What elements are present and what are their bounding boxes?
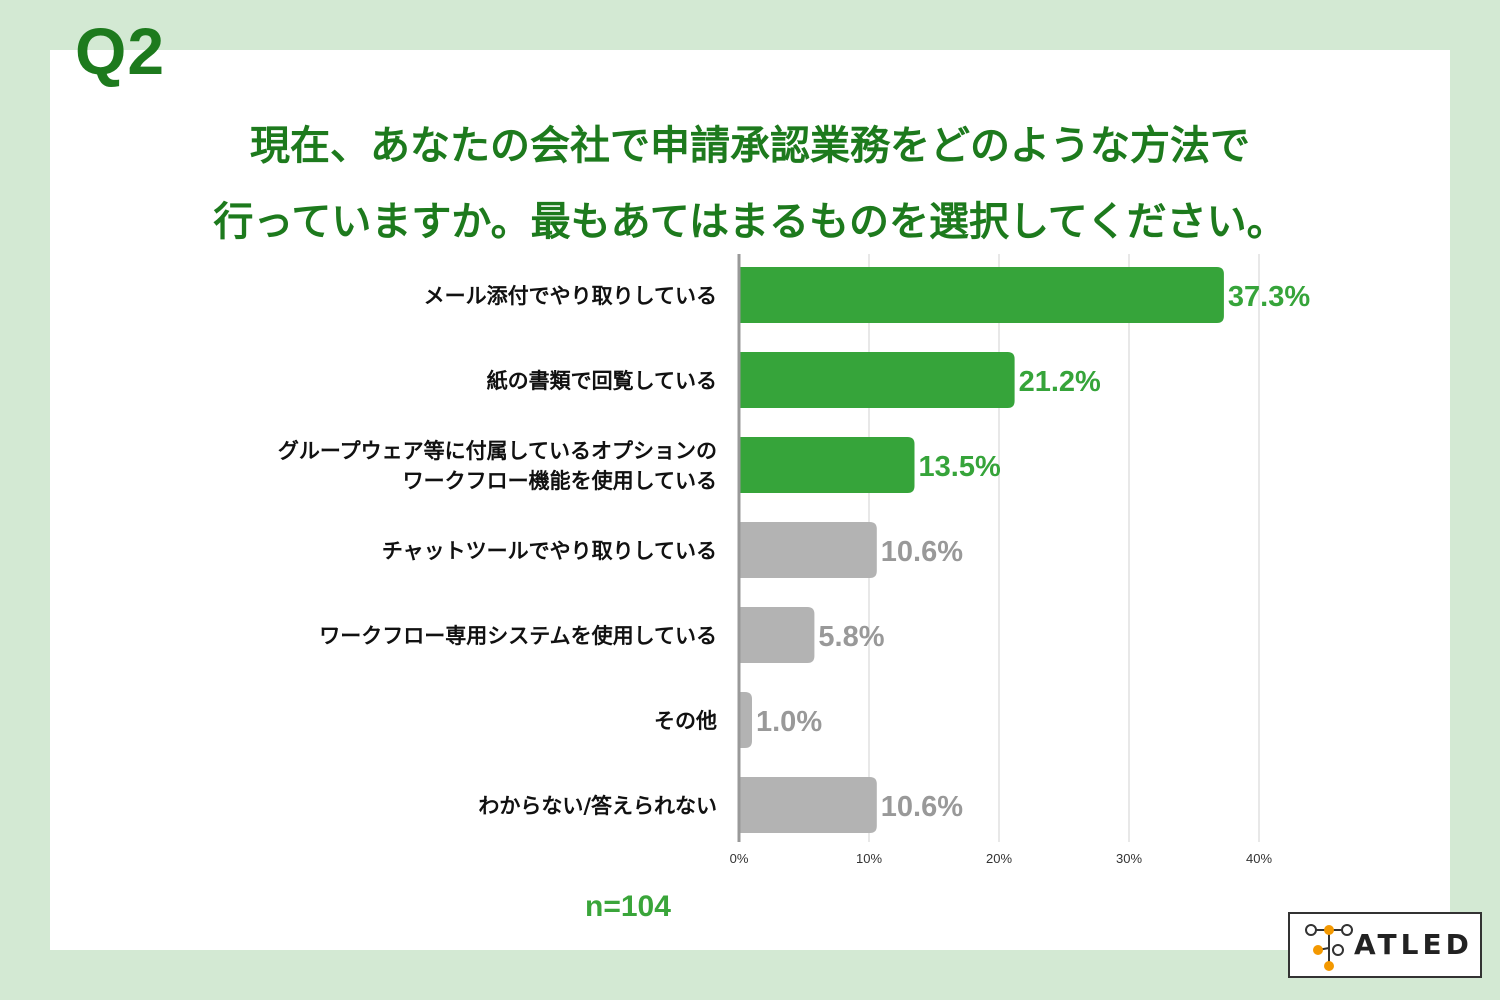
data-label: 10.6% <box>881 536 963 568</box>
x-tick-label: 20% <box>986 851 1012 866</box>
question-title-line-2: 行っていますか。最もあてはまるものを選択してください。 <box>213 199 1287 245</box>
bar <box>739 352 1015 408</box>
logo-text: ATLED <box>1354 928 1473 961</box>
bar <box>739 607 815 663</box>
data-label: 5.8% <box>818 621 884 653</box>
data-label: 21.2% <box>1019 366 1101 398</box>
data-label: 37.3% <box>1228 281 1310 313</box>
category-label: ワークフロー専用システムを使用している <box>319 624 717 648</box>
category-label: グループウェア等に付属しているオプションの <box>278 439 717 463</box>
x-tick-label: 10% <box>856 851 882 866</box>
category-label: 紙の書類で回覧している <box>487 369 717 393</box>
bar <box>739 437 915 493</box>
x-tick-label: 40% <box>1246 851 1272 866</box>
category-label: わからない/答えられない <box>478 794 717 818</box>
sample-size: n=104 <box>585 890 671 923</box>
bar <box>739 777 877 833</box>
category-label: その他 <box>654 709 717 733</box>
data-label: 13.5% <box>919 451 1001 483</box>
logo-mark-icon <box>1305 924 1353 971</box>
question-title: 現在、あなたの会社で申請承認業務をどのような方法で 行っていますか。最もあてはま… <box>50 108 1450 260</box>
bar <box>739 267 1224 323</box>
question-number: Q2 <box>75 14 166 88</box>
category-label: チャットツールでやり取りしている <box>382 539 717 563</box>
category-label: メール添付でやり取りしている <box>424 284 717 308</box>
x-tick-label: 30% <box>1116 851 1142 866</box>
atled-logo: ATLED <box>1288 912 1482 978</box>
category-label: ワークフロー機能を使用している <box>403 469 717 493</box>
bar <box>739 522 877 578</box>
question-title-line-1: 現在、あなたの会社で申請承認業務をどのような方法で <box>250 123 1250 169</box>
bar <box>739 692 752 748</box>
x-tick-label: 0% <box>730 851 749 866</box>
data-label: 1.0% <box>756 706 822 738</box>
data-label: 10.6% <box>881 791 963 823</box>
